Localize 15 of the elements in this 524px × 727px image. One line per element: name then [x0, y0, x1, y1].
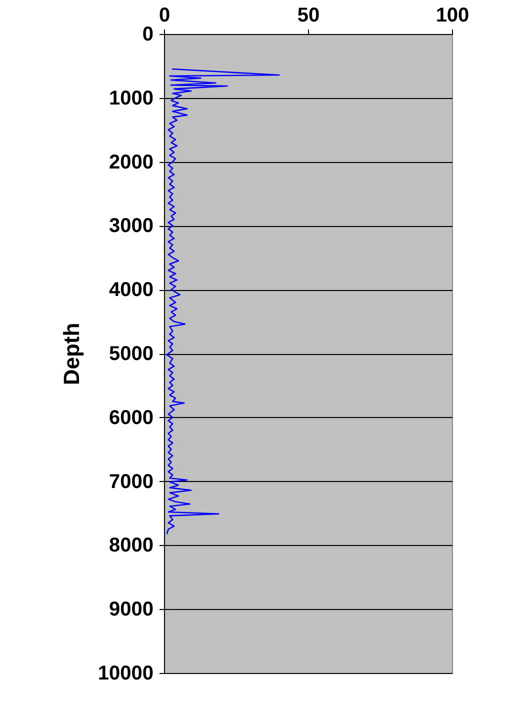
x-tick-label: 100	[436, 4, 470, 26]
y-tick-label: 9000	[109, 598, 154, 621]
y-tick-label: 6000	[109, 406, 154, 429]
y-tick-label: 10000	[98, 662, 154, 684]
y-tick-label: 3000	[109, 215, 154, 238]
y-tick-label: 7000	[109, 470, 154, 493]
x-tick-label: 50	[297, 4, 320, 26]
y-tick-label: 8000	[109, 534, 154, 557]
y-tick-label: 2000	[109, 151, 154, 174]
y-axis-title: Depth	[58, 322, 84, 386]
y-tick-label: 0	[142, 24, 154, 46]
y-tick-label: 4000	[109, 279, 154, 302]
y-tick-label: 5000	[109, 343, 154, 365]
y-tick-label: 1000	[109, 87, 154, 110]
x-tick-label: 0	[158, 4, 170, 26]
